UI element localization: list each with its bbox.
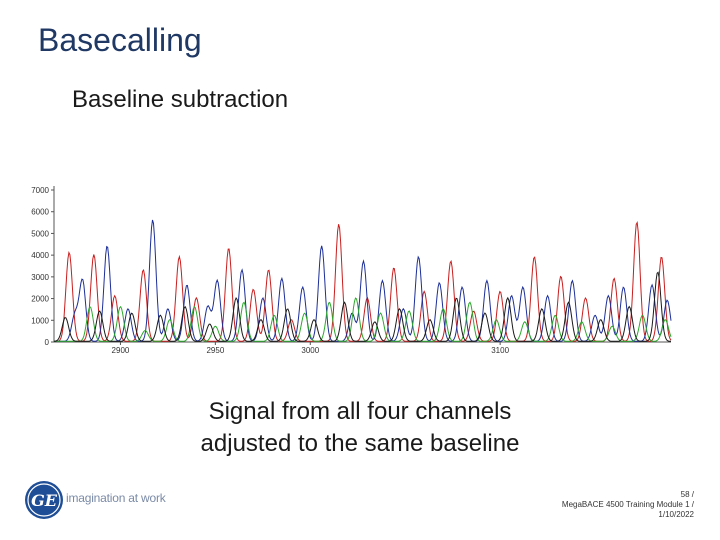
series-line-1: [54, 219, 672, 342]
ge-logo-text: GE: [31, 491, 58, 510]
y-tick-label: 1000: [31, 316, 49, 325]
x-tick-label: 3000: [301, 346, 319, 355]
y-tick-label: 7000: [31, 186, 49, 195]
tagline: imagination at work: [66, 491, 166, 505]
footer-course: MegaBACE 4500 Training Module 1 /: [561, 500, 694, 509]
caption-line-2: adjusted to the same baseline: [200, 430, 520, 457]
y-tick-label: 3000: [31, 273, 49, 282]
y-tick-label: 2000: [31, 295, 49, 304]
slide-subtitle: Baseline subtraction: [72, 86, 289, 113]
y-tick-label: 0: [45, 338, 50, 347]
ge-logo-circle: [25, 481, 63, 519]
ge-logo-ring: [27, 483, 61, 517]
electropherogram-chart: 0 1000 2000 3000 4000 5000 6000 7000 2900 2950 300…: [16, 176, 676, 358]
chart-svg: 0 1000 2000 3000 4000 5000 6000 7000 2900 2950 300…: [31, 186, 672, 355]
slide-title: Basecalling: [38, 22, 202, 58]
slide-caption: Signal from all four channels adjusted t…: [160, 396, 560, 460]
slide-footer: 58 / MegaBACE 4500 Training Module 1 / 1…: [562, 490, 694, 520]
footer-date: 1/10/2022: [658, 510, 694, 519]
x-tick-label: 3100: [491, 346, 509, 355]
y-tick-label: 4000: [31, 251, 49, 260]
y-tick-label: 6000: [31, 208, 49, 217]
x-tick-label: 2950: [206, 346, 224, 355]
caption-line-1: Signal from all four channels: [208, 398, 512, 425]
y-tick-label: 5000: [31, 229, 49, 238]
footer-page-number: 58 /: [680, 490, 694, 499]
series-line-3: [53, 271, 671, 342]
x-tick-label: 2900: [112, 346, 130, 355]
series-line-2: [54, 297, 672, 342]
ge-logo-icon: GE: [25, 481, 63, 519]
